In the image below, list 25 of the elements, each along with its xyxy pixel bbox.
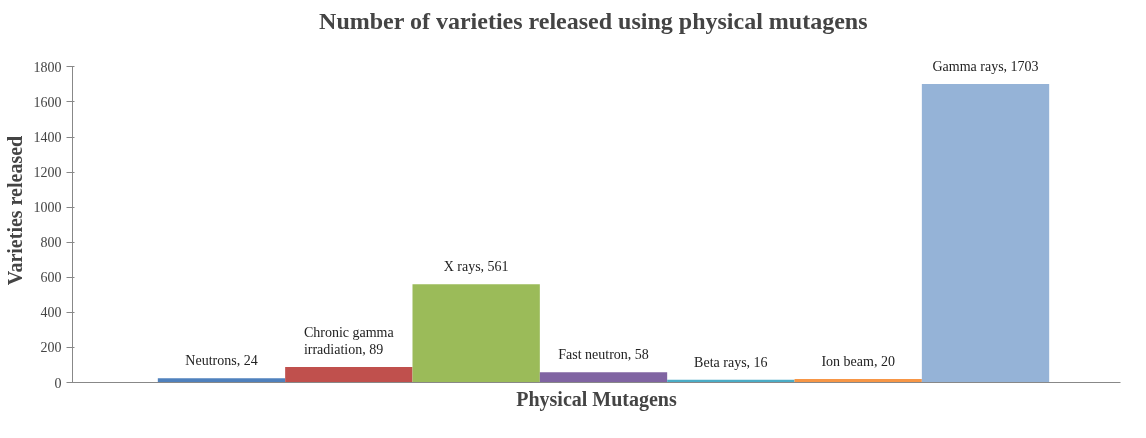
bar [157, 378, 286, 383]
y-tick-label: 800 [40, 235, 62, 251]
y-tick-label: 1800 [33, 59, 62, 75]
y-tick-label: 200 [40, 340, 62, 356]
chart-title: Number of varieties released using physical mutagens [319, 7, 868, 34]
data-label: Ion beam, 20 [821, 353, 895, 369]
x-axis-title: Physical Mutagens [516, 387, 677, 411]
data-label: Chronic gamma irradiation, 89 [303, 325, 395, 357]
y-axis-title: Varieties released [3, 135, 26, 286]
y-tick-label: 1400 [33, 130, 62, 146]
data-label: X rays, 561 [443, 259, 509, 275]
data-label: Gamma rays, 1703 [932, 58, 1039, 74]
bar [539, 372, 668, 383]
bar [921, 83, 1050, 383]
y-tick-label: 400 [40, 305, 62, 321]
y-tick-label: 1000 [33, 200, 62, 216]
y-tick-label: 1200 [33, 165, 62, 181]
data-label: Neutrons, 24 [185, 353, 258, 369]
y-tick-label: 0 [54, 375, 62, 391]
data-label: Fast neutron, 58 [558, 347, 649, 363]
bar [285, 366, 413, 383]
bar [412, 284, 540, 383]
y-tick-label: 1600 [33, 94, 62, 110]
y-tick-label: 600 [40, 270, 62, 286]
data-label: Beta rays, 16 [694, 354, 768, 370]
